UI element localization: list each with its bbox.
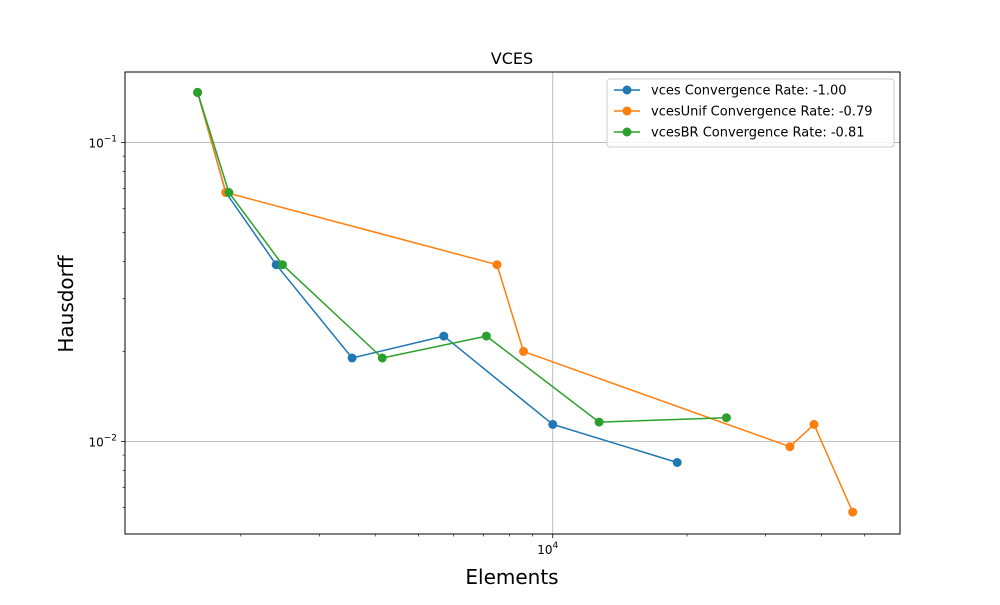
- y-tick-label: 10−1: [88, 134, 117, 150]
- x-tick-label: 104: [537, 541, 558, 557]
- legend-item: vcesBR Convergence Rate: -0.81: [614, 126, 865, 141]
- data-point: [548, 419, 558, 429]
- data-point: [439, 331, 449, 341]
- y-tick-label: 10−2: [88, 433, 117, 449]
- legend-item: vcesUnif Convergence Rate: -0.79: [614, 105, 873, 120]
- legend-box: [606, 78, 895, 148]
- data-point: [224, 188, 234, 197]
- legend-label: vcesBR Convergence Rate: -0.81: [651, 126, 865, 141]
- series-2: [193, 87, 731, 427]
- data-point: [278, 260, 287, 270]
- data-point: [672, 458, 682, 467]
- data-point: [193, 87, 203, 97]
- data-point: [785, 442, 795, 452]
- legend-swatch-marker: [622, 106, 632, 116]
- legend-label: vces Convergence Rate: -1.00: [651, 84, 847, 99]
- data-point: [594, 417, 604, 427]
- data-point: [848, 507, 858, 517]
- plot-area-frame: [124, 71, 901, 535]
- series-lines: [193, 87, 858, 517]
- data-point: [721, 413, 731, 423]
- y-tick-label-exponent: −2: [104, 433, 117, 443]
- data-point: [492, 260, 502, 270]
- x-tick-label-exponent: 4: [553, 541, 559, 551]
- y-tick-label-base: 10: [88, 136, 103, 150]
- x-axis-label: Elements: [465, 565, 558, 589]
- y-tick-label-base: 10: [88, 435, 103, 449]
- data-point: [519, 346, 528, 356]
- chart-title: VCES: [491, 49, 533, 68]
- data-point: [809, 419, 819, 429]
- data-point: [377, 353, 387, 363]
- legend-swatch-marker: [622, 127, 632, 137]
- data-point: [481, 331, 491, 341]
- legend: vces Convergence Rate: -1.00 vcesUnif Con…: [606, 78, 895, 148]
- data-point: [271, 260, 281, 270]
- y-tick-label-exponent: −1: [104, 134, 117, 144]
- data-point: [347, 353, 357, 363]
- y-axis-label: Hausdorff: [54, 254, 78, 353]
- legend-label: vcesUnif Convergence Rate: -0.79: [651, 105, 873, 120]
- x-tick-label-base: 10: [537, 543, 552, 557]
- legend-swatch-marker: [622, 85, 632, 95]
- legend-item: vces Convergence Rate: -1.00: [614, 84, 847, 99]
